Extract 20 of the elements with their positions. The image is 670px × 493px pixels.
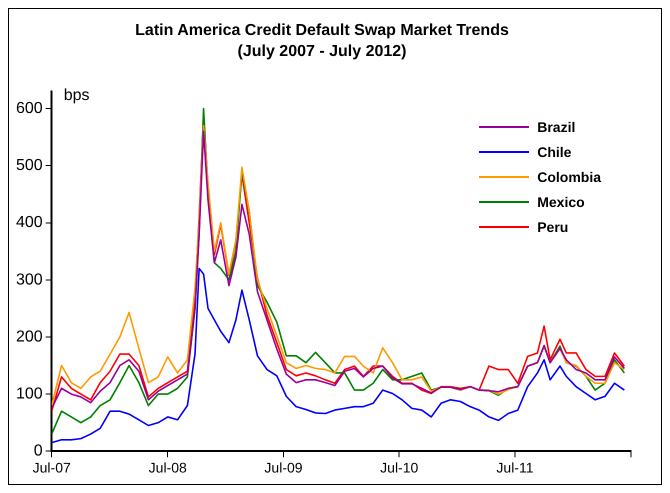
x-tick-label: Jul-11 (496, 459, 534, 476)
y-tick-label: 0 (34, 442, 43, 460)
x-tick-label: Jul-07 (32, 459, 71, 476)
y-axis-title: bps (64, 86, 90, 104)
legend-label: Colombia (537, 169, 601, 185)
chart-title: Latin America Credit Default Swap Market Trends (135, 22, 509, 40)
chart-subtitle: (July 2007 - July 2012) (238, 43, 406, 60)
legend-label: Peru (537, 219, 568, 235)
y-tick-label: 400 (16, 214, 43, 232)
x-tick-label: Jul-09 (264, 459, 303, 476)
x-tick-label: Jul-10 (380, 459, 418, 476)
y-tick-label: 500 (16, 157, 43, 174)
legend-label: Brazil (537, 119, 576, 135)
x-tick-label: Jul-08 (148, 459, 188, 476)
legend-label: Chile (537, 144, 572, 160)
y-tick-label: 300 (16, 271, 43, 288)
y-tick-label: 100 (16, 385, 43, 402)
y-tick-label: 600 (16, 100, 43, 117)
y-tick-label: 200 (16, 328, 43, 346)
legend-label: Mexico (537, 194, 585, 210)
